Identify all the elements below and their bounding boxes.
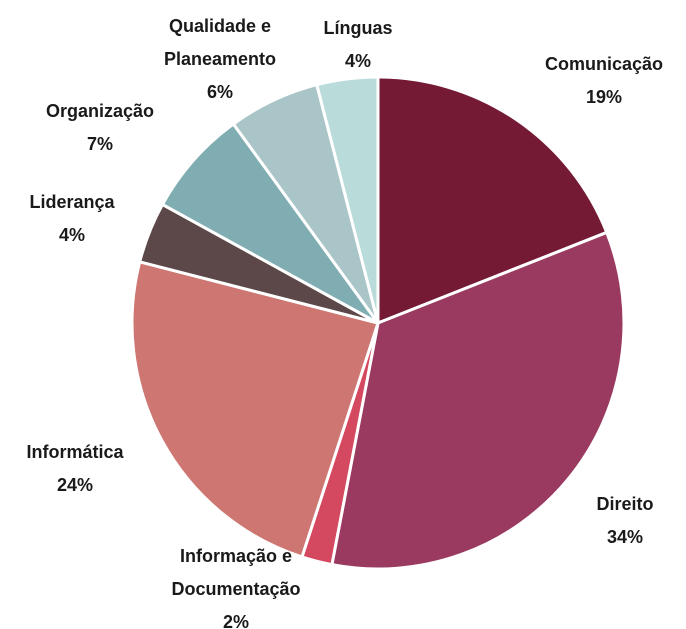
value-label: 2% <box>222 612 249 629</box>
category-label: Informação e Documentação <box>171 546 301 599</box>
slice-label: Liderança 4% <box>12 186 132 252</box>
slice-label: Qualidade e Planeamento 6% <box>145 10 295 109</box>
category-label: Línguas <box>323 18 393 38</box>
value-label: 34% <box>606 527 644 547</box>
category-label: Organização <box>45 101 155 121</box>
pie-slice <box>160 122 380 325</box>
value-label: 4% <box>344 51 371 71</box>
pie-slice <box>330 230 626 571</box>
value-label: 24% <box>56 475 94 495</box>
value-label: 4% <box>58 225 85 245</box>
category-label: Comunicação <box>544 54 664 74</box>
slice-label: Línguas 4% <box>298 12 418 78</box>
category-label: Informática <box>26 442 124 462</box>
slice-label: Direito 34% <box>565 488 685 554</box>
pie-slice <box>315 75 380 325</box>
category-label: Direito <box>596 494 654 514</box>
pie-slice <box>130 260 380 559</box>
value-label: 19% <box>585 87 623 107</box>
slice-label: Comunicação 19% <box>524 48 684 114</box>
category-label: Liderança <box>29 192 115 212</box>
slice-label: Organização 7% <box>20 95 180 161</box>
pie-slice <box>376 75 609 325</box>
slice-label: Informação e Documentação 2% <box>151 540 321 629</box>
value-label: 7% <box>86 134 113 154</box>
slice-label: Informática 24% <box>0 436 150 502</box>
category-label: Qualidade e Planeamento <box>163 16 277 69</box>
value-label: 6% <box>206 82 233 102</box>
